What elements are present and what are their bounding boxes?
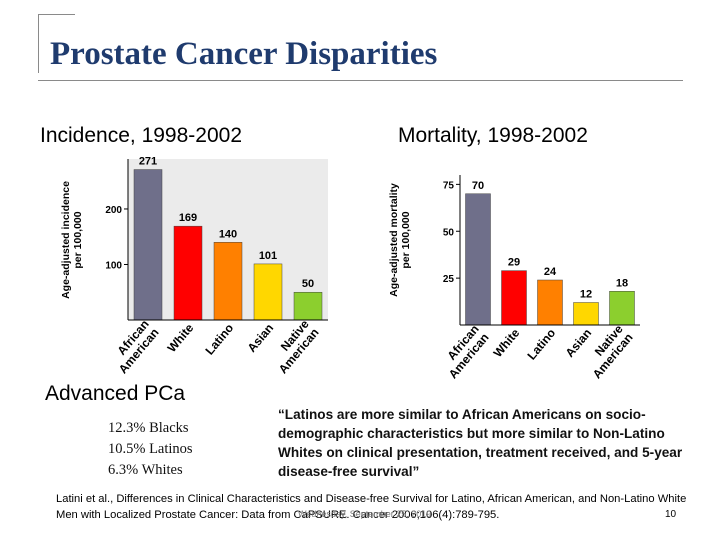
mortality-chart: 25 50 75 70 AfricanAmerican 29 White 24 Latino 12… <box>436 175 640 381</box>
mortality-y-axis-label-line1: Age-adjusted mortality <box>388 183 400 297</box>
mortality-data-label: 18 <box>616 277 628 289</box>
advanced-pca-line-blacks: 12.3% Blacks <box>108 420 189 436</box>
incidence-bar <box>253 263 283 321</box>
mortality-data-label: 12 <box>580 289 592 301</box>
slide-title: Prostate Cancer Disparities <box>50 36 438 72</box>
incidence-category-label: AfricanAmerican <box>106 317 162 376</box>
incidence-category-label: White <box>165 321 197 355</box>
mortality-bar <box>573 302 599 326</box>
incidence-data-label: 140 <box>219 228 237 240</box>
mortality-data-label: 70 <box>472 180 484 192</box>
mortality-bar <box>465 193 491 326</box>
incidence-y-axis-label-line1: Age-adjusted incidence <box>60 181 72 299</box>
mortality-bar <box>609 291 635 326</box>
incidence-category-label: Asian <box>245 321 277 355</box>
mortality-y-tick-label: 25 <box>443 274 455 285</box>
advanced-pca-line-latinos: 10.5% Latinos <box>108 441 193 457</box>
mortality-category-label-line: Latino <box>524 326 558 363</box>
incidence-chart: 100 200 271 AfricanAmerican 169 White 140 Latin… <box>105 156 328 376</box>
mortality-category-label: White <box>491 326 523 360</box>
mortality-bar <box>537 279 563 326</box>
incidence-bar <box>173 225 203 321</box>
title-divider <box>38 80 683 81</box>
incidence-category-label: NativeAmerican <box>266 317 322 376</box>
incidence-category-label-line: Asian <box>245 321 277 355</box>
citation: Latini et al., Differences in Clinical C… <box>56 493 687 521</box>
mortality-chart-title: Mortality, 1998-2002 <box>398 124 588 147</box>
mortality-y-axis-label-line2: per 100,000 <box>400 211 412 269</box>
mortality-category-label: Asian <box>563 326 595 360</box>
mortality-category-label: Latino <box>524 326 558 363</box>
footer-date: Wednesday, September 25, 2019 <box>298 509 432 519</box>
incidence-data-label: 50 <box>302 278 314 290</box>
mortality-data-label: 29 <box>508 257 520 269</box>
advanced-pca-title: Advanced PCa <box>45 382 186 405</box>
incidence-bar <box>133 169 163 321</box>
incidence-bar <box>213 242 243 321</box>
incidence-y-tick-label: 200 <box>105 205 122 216</box>
mortality-category-label-line: Asian <box>563 326 595 360</box>
page-number: 10 <box>665 509 677 520</box>
advanced-pca-line-whites: 6.3% Whites <box>108 462 183 478</box>
incidence-category-label-line: White <box>165 321 197 355</box>
mortality-y-axis-label: Age-adjusted mortality per 100,000 <box>388 183 412 297</box>
mortality-category-label: AfricanAmerican <box>436 322 492 381</box>
mortality-y-tick-label: 50 <box>443 227 455 238</box>
incidence-y-axis-label-line2: per 100,000 <box>72 211 84 269</box>
incidence-data-label: 271 <box>139 156 157 168</box>
incidence-bar <box>293 291 323 321</box>
incidence-data-label: 101 <box>259 250 277 262</box>
mortality-data-label: 24 <box>544 266 557 278</box>
incidence-y-tick-label: 100 <box>105 260 122 271</box>
mortality-bar <box>501 270 527 326</box>
incidence-category-label-line: Latino <box>202 321 236 358</box>
incidence-y-axis-label: Age-adjusted incidence per 100,000 <box>60 181 84 299</box>
incidence-data-label: 169 <box>179 212 197 224</box>
title-bracket <box>38 14 75 73</box>
study-quote: “Latinos are more similar to African Ame… <box>278 407 683 479</box>
incidence-chart-title: Incidence, 1998-2002 <box>40 124 242 147</box>
incidence-category-label: Latino <box>202 321 236 358</box>
mortality-category-label-line: White <box>491 326 523 360</box>
mortality-y-tick-label: 75 <box>443 180 455 191</box>
